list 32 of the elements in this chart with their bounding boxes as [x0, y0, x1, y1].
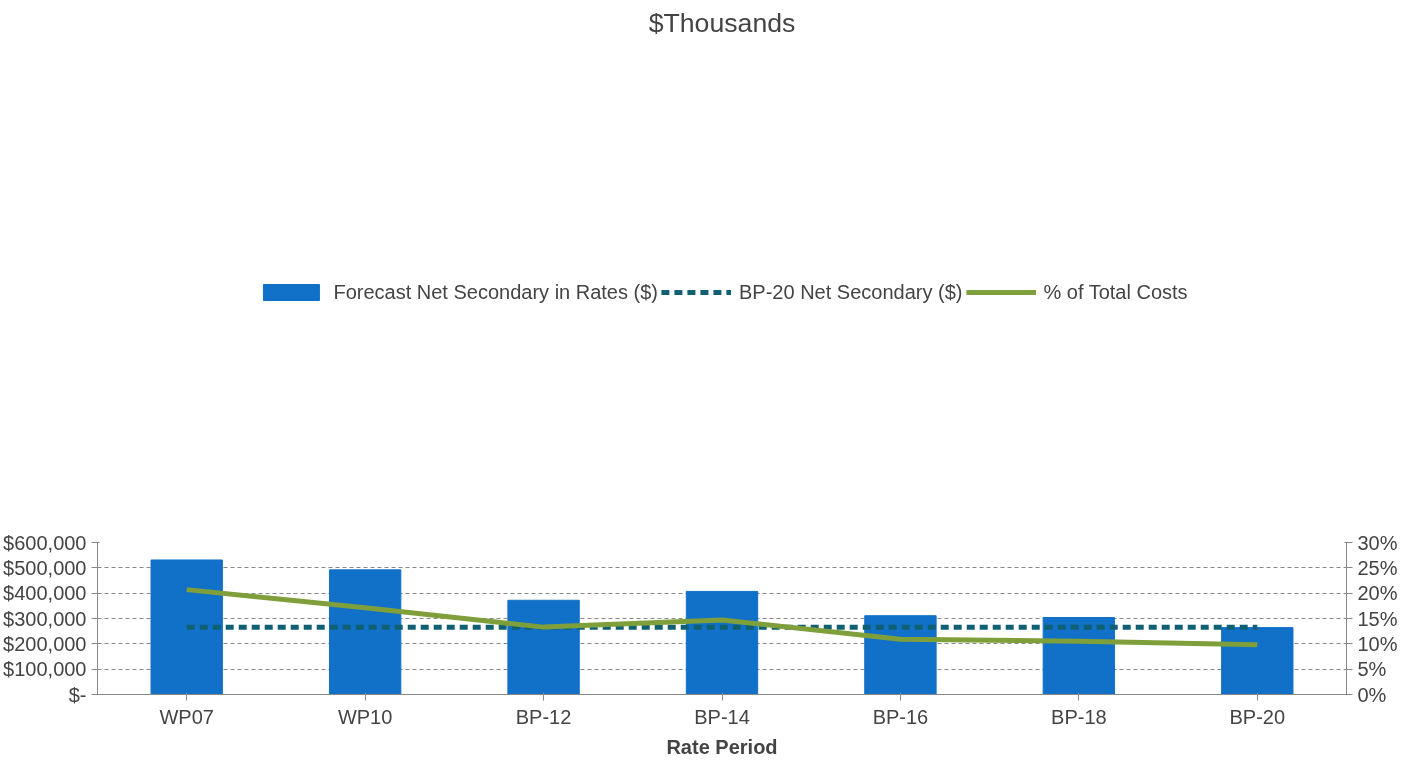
x-axis-title: Rate Period: [666, 735, 778, 758]
x-tick-label: BP-20: [1229, 705, 1286, 728]
bar: [328, 569, 402, 695]
y2-tick-label: 0%: [1357, 683, 1387, 706]
chart-title: $Thousands: [648, 7, 796, 38]
y2-tick-label: 10%: [1357, 632, 1398, 655]
x-tick-label: BP-18: [1051, 705, 1107, 728]
y-tick-label: $300,000: [3, 607, 87, 630]
y-tick-label: $400,000: [3, 582, 87, 605]
y2-tick-label: 15%: [1357, 607, 1398, 630]
y-tick-label: $200,000: [3, 632, 87, 655]
x-tick-label: BP-16: [872, 705, 929, 728]
y-tick-label: $500,000: [3, 556, 87, 579]
bar: [685, 590, 759, 695]
y2-tick-label: 20%: [1357, 582, 1398, 605]
y2-tick-label: 5%: [1357, 658, 1387, 681]
x-tick-label: BP-12: [515, 705, 572, 728]
bar: [150, 559, 223, 695]
y-tick-label: $-: [68, 683, 87, 706]
x-tick-label: WP07: [159, 705, 214, 728]
legend-label: % of Total Costs: [1043, 280, 1188, 304]
bar: [507, 599, 580, 695]
bar: [864, 615, 937, 695]
bar: [1221, 627, 1294, 695]
legend-label: Forecast Net Secondary in Rates ($): [333, 280, 659, 304]
x-tick-label: WP10: [337, 705, 393, 728]
y-tick-label: $600,000: [3, 531, 87, 554]
x-tick-label: BP-14: [694, 705, 750, 728]
y2-tick-label: 30%: [1357, 531, 1398, 554]
y-tick-label: $100,000: [3, 658, 87, 681]
y2-tick-label: 25%: [1357, 556, 1398, 579]
legend-label: BP-20 Net Secondary ($): [739, 280, 963, 304]
